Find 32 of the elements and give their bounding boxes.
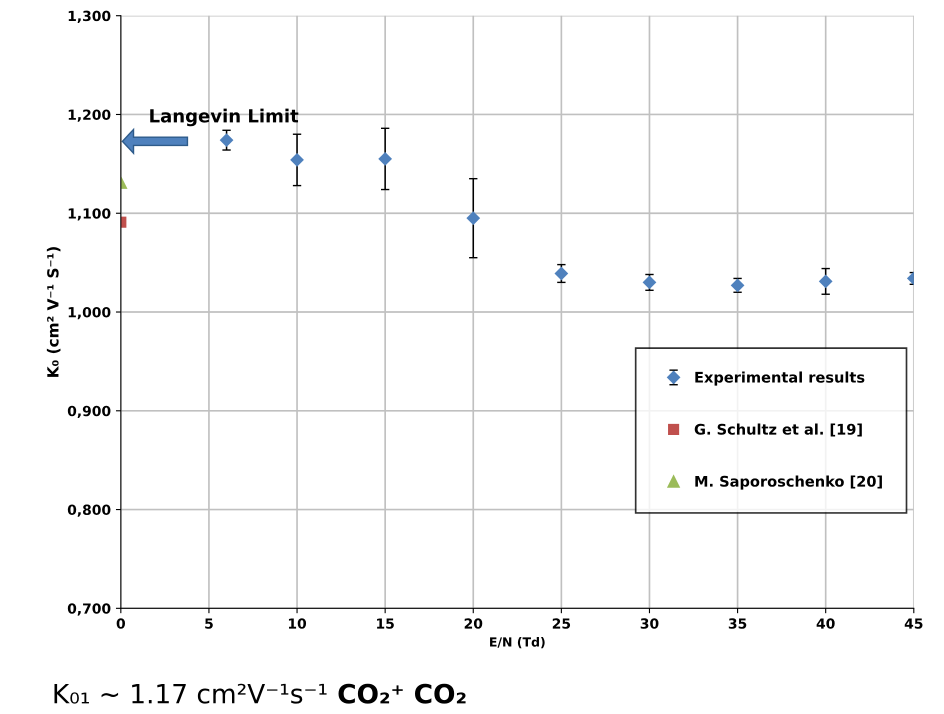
y-axis-title: K₀ (cm² V⁻¹ S⁻¹) (46, 247, 60, 377)
legend-label: G. Schultz et al. [19] (694, 423, 862, 436)
x-tick-label: 35 (728, 618, 746, 629)
x-tick-label: 30 (640, 618, 658, 629)
x-tick-label: 25 (552, 618, 570, 629)
point (819, 274, 832, 288)
x-tick-label: 20 (464, 618, 482, 629)
x-tick-label: 10 (288, 618, 306, 629)
x-axis-title: E/N (Td) (490, 637, 545, 648)
x-tick-label: 15 (377, 618, 394, 629)
text: K₀₁ ~ 1.17 cm²V⁻¹s⁻¹ (54, 684, 327, 704)
y-tick-label: 0,700 (68, 603, 110, 616)
point (378, 152, 392, 166)
legend-label: M. Saporoschenko [20] (695, 476, 882, 490)
x-tick-label: 40 (816, 618, 835, 629)
annotation: Langevin Limit (150, 108, 298, 126)
point (642, 276, 656, 289)
point (554, 266, 568, 280)
point (220, 134, 234, 147)
y-tick-label: 1,000 (68, 306, 110, 320)
legend-label: Experimental results (695, 371, 864, 386)
y-tick-label: 1,300 (68, 10, 110, 23)
text: CO₂⁺ CO₂ (338, 684, 466, 704)
x-tick-label: 0 (116, 618, 125, 629)
y-tick-label: 1,200 (68, 109, 110, 122)
y-tick-label: 0,900 (68, 406, 110, 418)
y-tick-label: 1,100 (68, 208, 110, 220)
x-tick-label: 5 (205, 618, 213, 629)
x-tick-label: 45 (904, 618, 922, 629)
y-tick-label: 0,800 (68, 504, 110, 517)
point (290, 153, 304, 166)
point (466, 212, 480, 225)
